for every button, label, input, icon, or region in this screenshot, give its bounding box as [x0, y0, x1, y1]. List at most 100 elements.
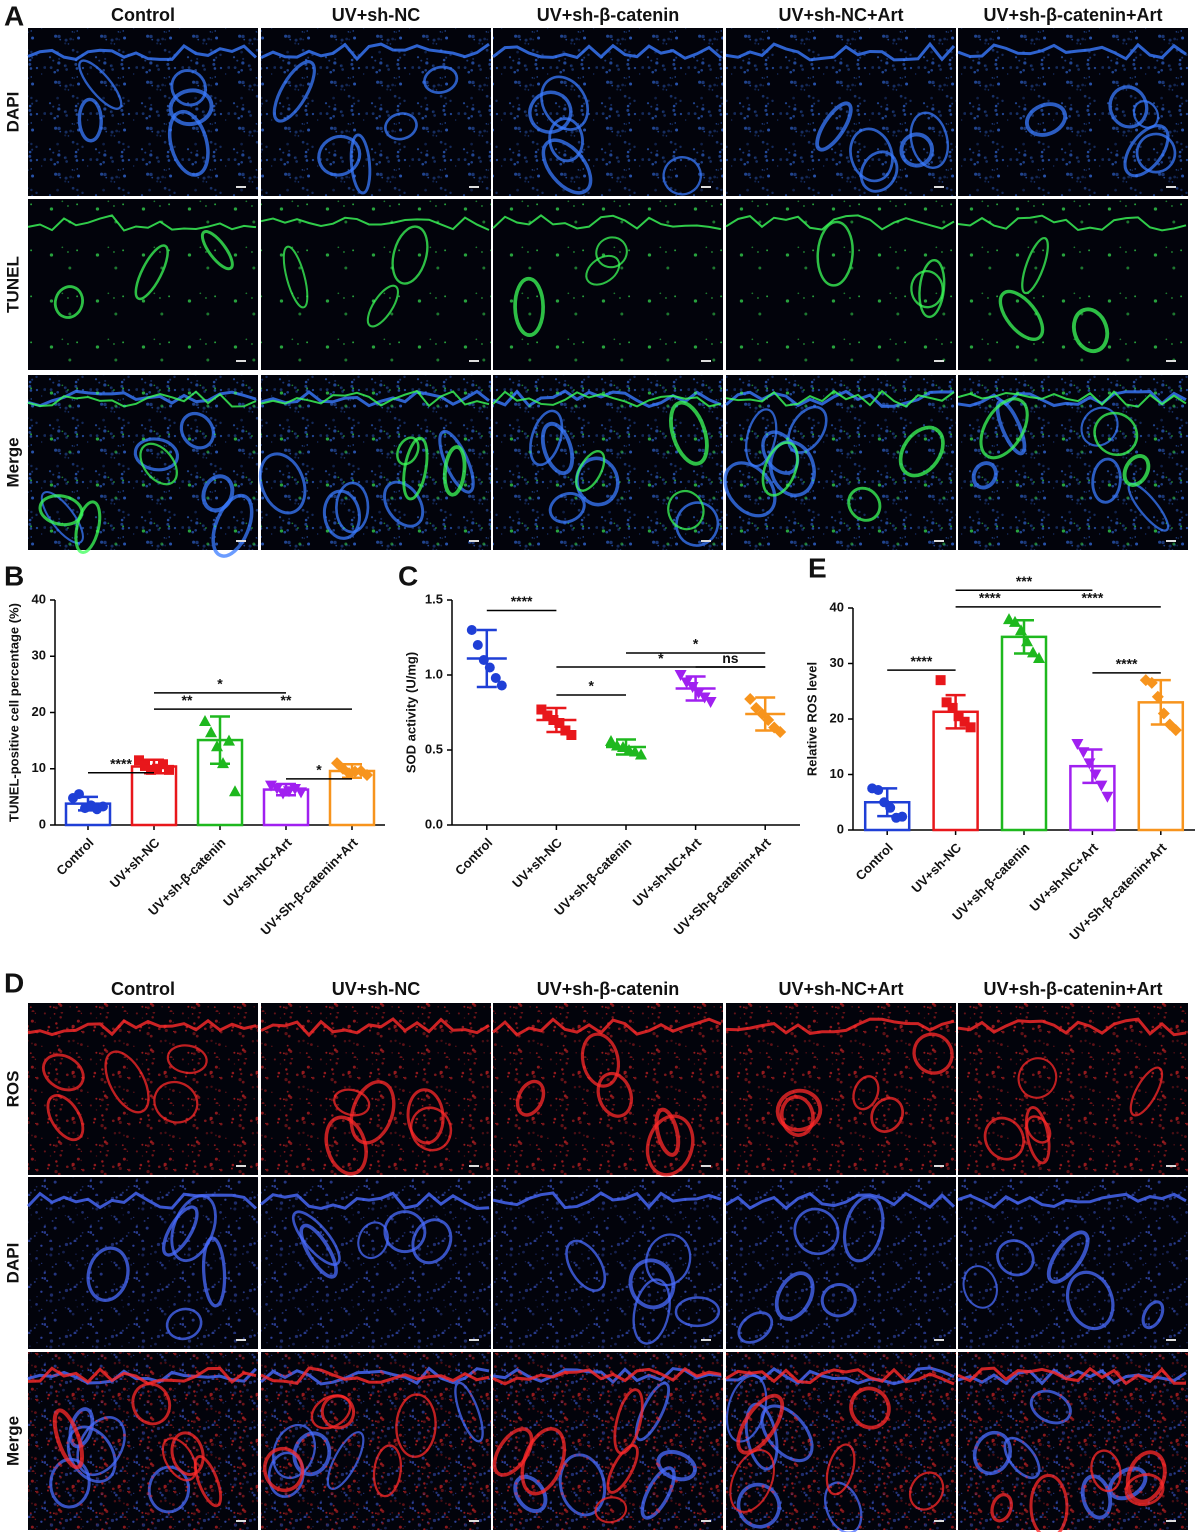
follicle — [366, 284, 399, 328]
data-point — [484, 662, 495, 673]
micrograph-channel — [28, 28, 258, 196]
epidermis — [260, 1017, 490, 1038]
data-point — [295, 787, 307, 799]
follicle — [310, 1394, 352, 1430]
y-tick-label: 30 — [830, 655, 844, 670]
follicle — [193, 1455, 223, 1508]
scale-bar — [469, 1165, 479, 1167]
data-point — [152, 763, 162, 774]
follicle — [909, 111, 950, 169]
data-point — [217, 757, 229, 769]
epidermis — [492, 390, 722, 408]
follicle — [596, 1071, 634, 1118]
data-point — [935, 675, 946, 686]
follicle — [540, 75, 590, 131]
follicle — [849, 127, 894, 183]
scale-bar — [236, 540, 246, 542]
significance-label: * — [658, 650, 664, 666]
follicle — [357, 1221, 389, 1260]
follicle — [852, 1075, 880, 1111]
follicle — [899, 132, 935, 168]
micrograph-channel — [958, 375, 1188, 550]
epidermis — [27, 1018, 257, 1037]
column-header: UV+sh-β-catenin+Art — [983, 5, 1162, 25]
y-tick-label: 40 — [830, 599, 844, 614]
follicle — [372, 1444, 403, 1498]
follicle — [674, 1296, 721, 1328]
data-point — [1151, 690, 1164, 703]
epidermis — [957, 390, 1187, 408]
follicle — [442, 445, 467, 497]
follicle — [859, 150, 899, 193]
follicle — [391, 225, 429, 285]
follicle — [324, 1115, 368, 1176]
epidermis — [260, 1191, 490, 1211]
data-point — [560, 725, 571, 736]
epidermis — [492, 214, 722, 231]
data-point — [211, 740, 223, 752]
epidermis — [725, 1191, 956, 1211]
follicle — [165, 1307, 203, 1341]
scale-bar — [934, 1339, 944, 1341]
follicle — [998, 289, 1045, 341]
epidermis — [492, 43, 722, 60]
data-point — [1015, 624, 1027, 636]
significance-label: * — [588, 678, 594, 694]
epidermis — [725, 1367, 955, 1386]
row-label: Merge — [3, 437, 22, 487]
scale-bar — [1166, 1339, 1176, 1341]
scale-bar — [469, 186, 479, 188]
y-axis-label: Relative ROS level — [804, 662, 819, 776]
column-header: UV+sh-β-catenin — [537, 979, 680, 999]
follicle — [317, 134, 362, 177]
follicle — [815, 101, 853, 152]
follicle — [396, 436, 420, 466]
epidermis — [725, 1017, 955, 1035]
follicle — [565, 1239, 607, 1292]
column-header: UV+sh-β-catenin — [537, 5, 680, 25]
follicle — [1135, 132, 1177, 174]
follicle — [1141, 1300, 1165, 1330]
micrograph-channel — [726, 1177, 956, 1349]
data-point — [947, 702, 958, 713]
data-point — [490, 673, 501, 683]
epidermis — [260, 216, 490, 231]
epidermis — [260, 42, 490, 62]
follicle — [86, 1246, 130, 1302]
epidermis — [492, 1366, 722, 1386]
data-point — [1027, 646, 1039, 658]
follicle — [333, 1088, 371, 1117]
follicle — [1065, 1270, 1115, 1331]
y-tick-label: 20 — [32, 704, 46, 719]
follicle — [282, 245, 309, 309]
follicle — [847, 486, 882, 522]
follicle — [1090, 1449, 1122, 1493]
follicle — [1108, 85, 1149, 129]
follicle — [78, 59, 123, 110]
epidermis — [957, 42, 1187, 61]
follicle — [842, 1195, 885, 1263]
row-label: ROS — [3, 1071, 22, 1108]
data-point — [953, 711, 964, 722]
follicle — [131, 1382, 172, 1426]
follicle — [262, 1446, 305, 1493]
scale-bar — [469, 1339, 479, 1341]
data-point — [762, 714, 775, 726]
data-point — [566, 730, 577, 740]
y-tick-label: 40 — [32, 591, 46, 606]
data-point — [478, 655, 489, 665]
significance-label: **** — [911, 653, 933, 669]
epidermis — [492, 1017, 722, 1037]
follicle — [669, 400, 709, 466]
y-tick-label: 1.5 — [425, 591, 443, 606]
data-point — [959, 716, 970, 727]
epidermis — [27, 390, 257, 408]
row-label: TUNEL — [3, 256, 22, 313]
follicle — [962, 1265, 998, 1309]
data-point — [674, 670, 687, 681]
follicle — [816, 220, 854, 287]
follicle — [46, 1094, 85, 1142]
scale-bar — [701, 186, 711, 188]
significance-label: ns — [722, 650, 739, 666]
scale-bar — [701, 1339, 711, 1341]
